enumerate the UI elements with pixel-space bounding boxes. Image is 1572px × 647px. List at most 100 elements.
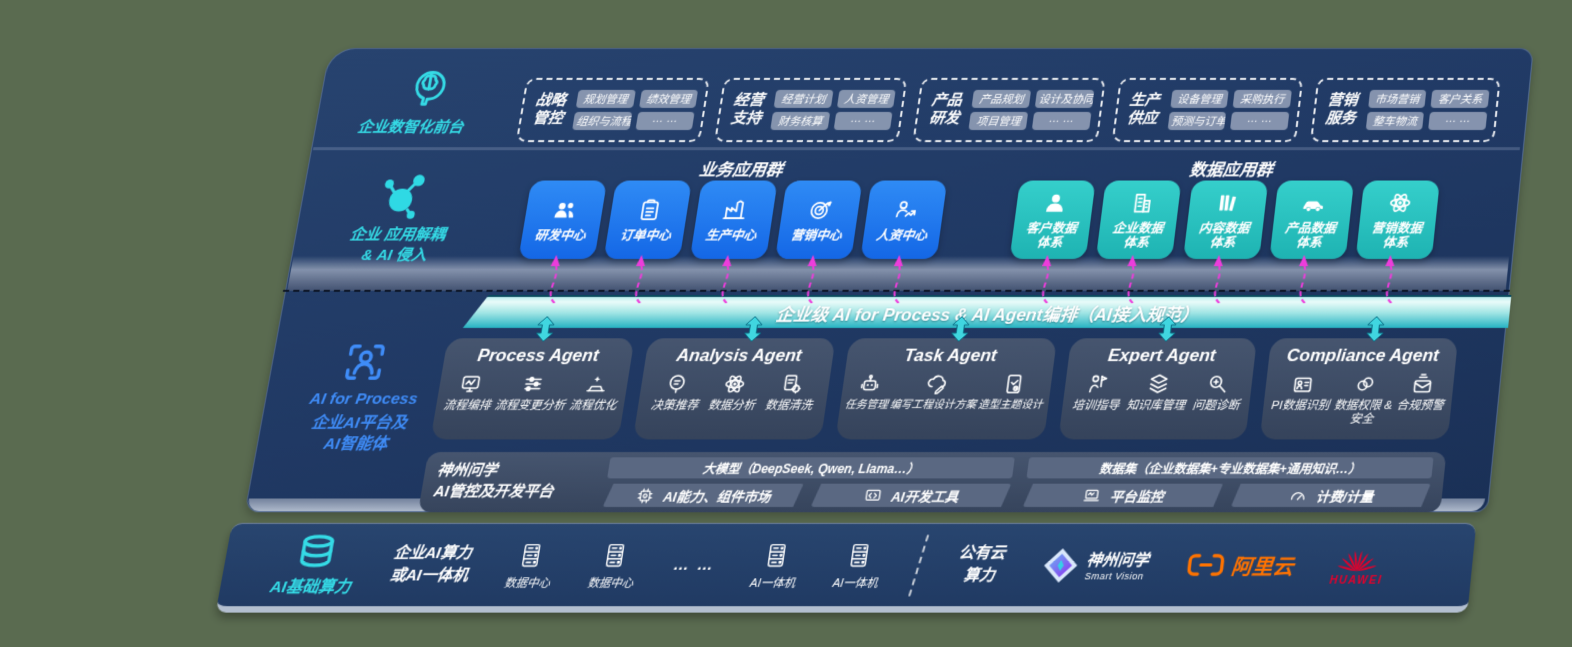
smart-vision-logo: 神州问学 Smart Vision bbox=[1039, 546, 1151, 584]
tag: 整车物流 bbox=[1365, 111, 1425, 131]
tag: … … bbox=[635, 111, 695, 131]
infra-label: AI基础算力 bbox=[268, 577, 353, 596]
expert-agent-card: Expert Agent 培训指导 知识库管理 bbox=[1057, 338, 1258, 440]
brain-head-icon bbox=[403, 58, 456, 110]
tag: 经营计划 bbox=[773, 89, 834, 108]
agents-row: Process Agent 流程编排 流程变更分析 bbox=[430, 338, 1459, 440]
huawei-logo: HUAWEI bbox=[1329, 544, 1386, 586]
doc-gear-icon bbox=[778, 372, 806, 397]
layers-icon bbox=[1145, 372, 1173, 397]
app-label: 生产中心 bbox=[704, 228, 758, 243]
app-label: 营销数据 体系 bbox=[1370, 220, 1424, 250]
data-group-header: 数据应用群 bbox=[1188, 161, 1274, 180]
tag: 采购执行 bbox=[1232, 89, 1292, 108]
group-title: 经营支持 bbox=[729, 91, 766, 128]
capability-market-cell: AI能力、组件市场 bbox=[603, 484, 804, 507]
alibaba-cloud-bracket-icon bbox=[1184, 552, 1227, 579]
datacenter-node: 数据中心 bbox=[586, 539, 640, 590]
public-cloud-label: 公有云 算力 bbox=[957, 544, 1007, 585]
agent-capability: 流程变更分析 bbox=[493, 399, 567, 413]
tag: … … bbox=[833, 111, 893, 131]
laptop-pulse-icon bbox=[1081, 485, 1103, 505]
tag: 设计及协同 bbox=[1034, 89, 1094, 108]
task-agent-card: Task Agent 任务管理 编写工程设计方案 bbox=[834, 338, 1057, 440]
dev-tools-cell: AI开发工具 bbox=[811, 484, 1012, 507]
scan-person-icon bbox=[337, 338, 392, 386]
app-rd-center: 研发中心 bbox=[518, 180, 608, 259]
infra-label-block: AI基础算力 bbox=[268, 533, 360, 597]
app-enterprise-data: 企业数据 体系 bbox=[1096, 180, 1182, 259]
group-title: 营销服务 bbox=[1324, 91, 1359, 128]
tag: 财务核算 bbox=[770, 111, 831, 131]
datacenter-node: 数据中心 bbox=[503, 539, 557, 590]
chip-icon bbox=[634, 485, 657, 505]
tag: 人资管理 bbox=[836, 89, 897, 108]
factory-icon bbox=[719, 197, 751, 223]
dataset-bar: 数据集（企业数据集+专业数据集+通用知识…） bbox=[1026, 457, 1434, 479]
business-app-group: 研发中心 订单中心 生产中心 营销中心 bbox=[518, 180, 948, 259]
data-app-group: 客户数据 体系 企业数据 体系 内容数据 体系 产 bbox=[1009, 180, 1440, 259]
node-label: 数据中心 bbox=[503, 576, 552, 590]
server-icon bbox=[844, 539, 874, 570]
tag: 产品规划 bbox=[971, 89, 1032, 108]
app-production-center: 生产中心 bbox=[689, 180, 778, 259]
mail-alert-icon bbox=[1409, 372, 1436, 397]
molecule-icon bbox=[372, 174, 426, 223]
app-label: 研发中心 bbox=[533, 228, 587, 243]
atom-icon bbox=[1384, 189, 1415, 215]
tag: 组织与流程 bbox=[572, 111, 632, 131]
ai-appliance-node: AI一体机 bbox=[749, 539, 802, 590]
tablet-check-icon bbox=[999, 372, 1027, 397]
agent-capability: 决策推荐 bbox=[649, 399, 700, 413]
team-icon bbox=[553, 202, 574, 218]
app-content-data: 内容数据 体系 bbox=[1182, 180, 1268, 259]
tag: 项目管理 bbox=[968, 111, 1029, 131]
app-label: 企业数据 体系 bbox=[1111, 220, 1165, 250]
agent-title: Compliance Agent bbox=[1285, 345, 1440, 366]
server-icon bbox=[761, 539, 791, 570]
gauge-icon bbox=[1287, 485, 1309, 505]
group-product-rd: 产品研发 产品规划 设计及协同 项目管理 … … bbox=[912, 77, 1106, 143]
app-hr-center: 人资中心 bbox=[860, 180, 948, 259]
tag: 绩效管理 bbox=[638, 89, 699, 108]
agent-capability: 编写工程设计方案 bbox=[889, 398, 977, 412]
agent-capability: 合规预警 bbox=[1395, 399, 1445, 413]
agent-capability: 数据清洗 bbox=[764, 399, 814, 413]
robot-icon bbox=[855, 372, 883, 397]
agent-capability: 任务管理 bbox=[843, 398, 889, 412]
tag: 预测与订单 bbox=[1167, 111, 1227, 131]
alibaba-cloud-logo: 阿里云 bbox=[1184, 549, 1295, 580]
business-group-header: 业务应用群 bbox=[697, 161, 784, 180]
diagnose-icon bbox=[1205, 372, 1233, 397]
ai-appliance-node: AI一体机 bbox=[832, 539, 884, 590]
agent-capability: 培训指导 bbox=[1071, 399, 1121, 413]
tag: … … bbox=[1428, 111, 1488, 131]
alibaba-cloud-label: 阿里云 bbox=[1229, 555, 1295, 580]
group-title: 产品研发 bbox=[927, 91, 964, 128]
divider bbox=[908, 534, 930, 596]
front-desk-label: 企业数智化前台 bbox=[356, 118, 465, 137]
infra-compute-slab: AI基础算力 企业AI算力 或AI一体机 数据中心 数据中心 … … AI一体机 bbox=[215, 522, 1477, 613]
tag: 客户关系 bbox=[1430, 89, 1490, 108]
app-label: 订单中心 bbox=[619, 228, 673, 243]
people-trend-icon bbox=[889, 197, 921, 223]
agent-capability: 问题诊断 bbox=[1191, 399, 1241, 413]
app-marketing-data: 营销数据 体系 bbox=[1355, 180, 1440, 259]
monitoring-cell: 平台监控 bbox=[1023, 484, 1223, 507]
app-marketing-center: 营销中心 bbox=[774, 180, 863, 259]
id-card-icon bbox=[1289, 372, 1316, 397]
smart-vision-en: Smart Vision bbox=[1084, 570, 1145, 582]
dev-tools-label: AI开发工具 bbox=[890, 488, 960, 505]
ai-dev-platform: 神州问学 AI管控及开发平台 大模型（DeepSeek, Qwen, Llama… bbox=[417, 452, 1447, 513]
dataset-group: 数据集（企业数据集+专业数据集+通用知识…） 平台监控 计费/计量 bbox=[1023, 457, 1434, 507]
data-flow-arrows bbox=[279, 254, 1518, 303]
app-label: 人资中心 bbox=[875, 228, 929, 243]
training-icon bbox=[1085, 372, 1113, 397]
monitor-wave-icon bbox=[456, 372, 485, 397]
head-idea-icon bbox=[664, 372, 692, 397]
building-icon bbox=[1125, 189, 1157, 215]
capability-market-label: AI能力、组件市场 bbox=[662, 488, 772, 505]
analysis-agent-card: Analysis Agent 决策推荐 数据分析 bbox=[632, 338, 836, 440]
agent-title: Expert Agent bbox=[1106, 345, 1217, 366]
app-order-center: 订单中心 bbox=[603, 180, 693, 259]
